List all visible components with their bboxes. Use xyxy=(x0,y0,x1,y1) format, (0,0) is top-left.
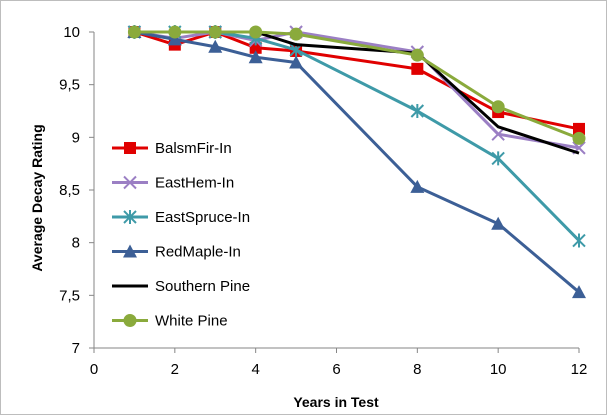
legend-item: BalsmFir-In xyxy=(112,140,232,157)
legend-label: Southern Pine xyxy=(155,278,250,295)
y-tick-label: 9,5 xyxy=(59,77,80,94)
series-line xyxy=(134,30,580,150)
data-point xyxy=(168,25,182,39)
data-point xyxy=(289,55,304,69)
legend-label: EastHem-In xyxy=(155,175,234,192)
data-point xyxy=(572,131,586,145)
data-point xyxy=(491,216,506,230)
data-point xyxy=(491,151,505,166)
y-tick-label: 7,5 xyxy=(59,287,80,304)
legend: BalsmFir-In EastHem-In EastSpruce-In RedMap… xyxy=(112,140,250,330)
legend-item: Southern Pine xyxy=(112,278,250,295)
x-tick-label: 6 xyxy=(332,361,340,378)
legend-marker xyxy=(123,210,137,224)
y-tick-label: 8,5 xyxy=(59,182,80,199)
data-point xyxy=(491,100,505,114)
y-tick-label: 7 xyxy=(72,340,80,357)
data-point xyxy=(491,127,505,141)
x-tick-label: 4 xyxy=(251,361,259,378)
x-tick-label: 8 xyxy=(413,361,421,378)
series-redmaple-in xyxy=(127,25,586,299)
legend-item: EastSpruce-In xyxy=(112,209,250,226)
legend-label: BalsmFir-In xyxy=(155,140,232,157)
legend-label: White Pine xyxy=(155,313,228,330)
data-point xyxy=(249,25,263,39)
series-line xyxy=(134,30,580,140)
y-tick-label: 9 xyxy=(72,129,80,146)
series-line xyxy=(134,30,580,294)
data-point xyxy=(127,25,141,39)
legend-marker xyxy=(124,142,136,154)
data-point xyxy=(208,25,222,39)
data-point xyxy=(410,104,425,118)
x-tick-label: 2 xyxy=(171,361,179,378)
y-axis-title: Average Decay Rating xyxy=(29,124,45,271)
legend-item: EastHem-In xyxy=(112,175,234,192)
data-point xyxy=(411,62,424,75)
x-tick-label: 12 xyxy=(571,361,588,378)
series-line xyxy=(133,30,580,131)
data-point xyxy=(572,285,586,299)
data-point xyxy=(410,179,425,193)
legend-label: EastSpruce-In xyxy=(155,209,250,226)
data-point xyxy=(289,27,303,41)
legend-marker xyxy=(123,244,137,258)
legend-item: White Pine xyxy=(112,313,228,330)
data-point xyxy=(572,233,586,248)
x-tick-label: 0 xyxy=(90,361,98,378)
legend-label: RedMaple-In xyxy=(155,244,241,261)
x-axis-title: Years in Test xyxy=(293,394,379,410)
series-layer xyxy=(127,25,586,299)
legend-marker xyxy=(123,175,137,190)
data-point xyxy=(410,48,424,62)
data-point xyxy=(208,39,223,53)
series-white-pine xyxy=(127,25,586,145)
axis-ticks: 7 7,5 8 8,5 9 9,5 10 0 2 4 6 8 10 12 xyxy=(59,24,587,378)
legend-item: RedMaple-In xyxy=(112,244,241,261)
x-tick-label: 10 xyxy=(490,361,507,378)
data-point xyxy=(167,32,182,46)
data-point xyxy=(573,122,585,135)
y-tick-label: 8 xyxy=(72,235,80,252)
y-tick-label: 10 xyxy=(63,24,80,41)
data-point xyxy=(248,50,263,64)
legend-marker xyxy=(123,314,137,327)
